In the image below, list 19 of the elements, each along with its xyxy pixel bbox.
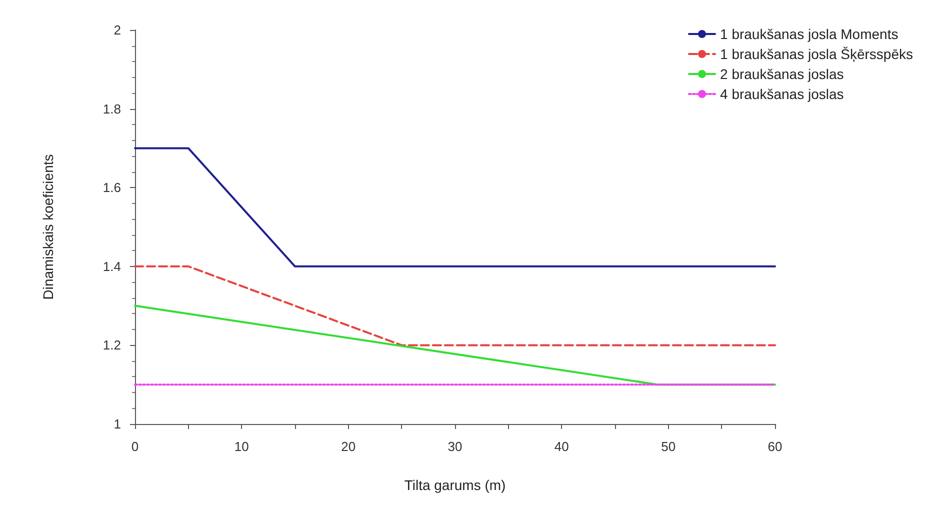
x-tick-label: 60 <box>768 439 782 454</box>
y-tick-label: 1 <box>114 416 121 432</box>
y-tick-label: 1.4 <box>102 258 121 274</box>
x-tick-label: 40 <box>554 439 569 454</box>
legend-label: 1 braukšanas josla Moments <box>720 26 898 42</box>
x-tick-label: 20 <box>341 439 356 454</box>
x-tick-label: 10 <box>234 439 249 454</box>
x-tick-label: 0 <box>131 439 139 454</box>
legend-label: 2 braukšanas joslas <box>720 66 844 82</box>
x-axis-title: Tilta garums (m) <box>404 477 506 493</box>
legend-label: 1 braukšanas josla Šķērsspēks <box>720 46 914 62</box>
legend-label: 4 braukšanas joslas <box>720 86 844 102</box>
y-axis-title: Dinamiskais koeficients <box>40 154 56 300</box>
y-tick-label: 1.8 <box>102 101 121 116</box>
y-tick-label: 1.6 <box>102 180 121 196</box>
y-tick-label: 1.2 <box>102 338 121 353</box>
x-tick-label: 30 <box>448 439 462 454</box>
y-tick-label: 2 <box>114 22 121 38</box>
x-tick-label: 50 <box>661 439 676 454</box>
